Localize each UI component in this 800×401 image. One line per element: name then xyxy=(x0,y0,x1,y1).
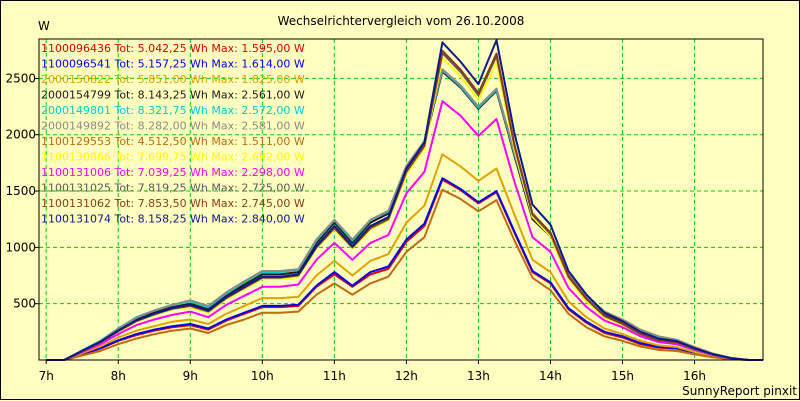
x-axis-ticks: 7h 8h 9h 10h 11h 12h 13h 14h 15h 16h xyxy=(39,360,706,383)
legend-entry-1100131074: 1100131074 Tot: 8.158,25 Wh Max: 2.840,0… xyxy=(41,213,305,226)
legend-entry-2000149892: 2000149892 Tot: 8.282,00 Wh Max: 2.581,0… xyxy=(41,120,305,133)
series-line-1100131074 xyxy=(46,39,763,361)
x-tick-label: 16h xyxy=(683,369,706,383)
x-tick-label: 12h xyxy=(395,369,418,383)
legend-entry-1100131006: 1100131006 Tot: 7.039,25 Wh Max: 2.298,0… xyxy=(41,166,305,179)
plot-area xyxy=(38,38,764,361)
series-lines xyxy=(46,39,763,361)
legend-entry-1100131025: 1100131025 Tot: 7.819,25 Wh Max: 2.725,0… xyxy=(41,182,305,195)
legend-entry-1100130866: 1100130866 Tot: 7.699,75 Wh Max: 2.682,0… xyxy=(41,151,305,164)
y-tick-label: 1000 xyxy=(5,240,36,254)
legend-entry-1100096541: 1100096541 Tot: 5.157,25 Wh Max: 1.614,0… xyxy=(41,58,305,71)
legend-entry-2000149801: 2000149801 Tot: 8.321,75 Wh Max: 2.572,0… xyxy=(41,104,305,117)
legend-entry-1100129553: 1100129553 Tot: 4.512,50 Wh Max: 1.511,0… xyxy=(41,135,305,148)
legend-entry-2000154799: 2000154799 Tot: 8.143,25 Wh Max: 2.561,0… xyxy=(41,89,305,102)
chart-title: Wechselrichtervergleich vom 26.10.2008 xyxy=(278,14,525,28)
series-line-1100129553 xyxy=(46,188,763,361)
series-line-1100131006 xyxy=(46,100,763,361)
legend: 1100096436 Tot: 5.042,25 Wh Max: 1.595,0… xyxy=(41,42,305,226)
x-tick-label: 9h xyxy=(183,369,198,383)
legend-entry-2000150822: 2000150822 Tot: 5.851,00 Wh Max: 1.825,0… xyxy=(41,73,305,86)
series-line-2000149892 xyxy=(46,68,763,361)
x-tick-label: 10h xyxy=(251,369,274,383)
footer-credit: SunnyReport pinxit xyxy=(682,384,797,398)
series-line-1100096541 xyxy=(46,177,763,361)
x-tick-label: 7h xyxy=(39,369,54,383)
y-tick-label: 2500 xyxy=(5,71,36,85)
x-tick-label: 15h xyxy=(611,369,634,383)
y-axis-ticks: 500 1000 1500 2000 2500 xyxy=(5,71,39,311)
legend-entry-1100096436: 1100096436 Tot: 5.042,25 Wh Max: 1.595,0… xyxy=(41,42,305,55)
x-tick-label: 11h xyxy=(323,369,346,383)
x-tick-label: 8h xyxy=(111,369,126,383)
legend-entry-1100131062: 1100131062 Tot: 7.853,50 Wh Max: 2.745,0… xyxy=(41,197,305,210)
y-tick-label: 1500 xyxy=(5,184,36,198)
y-tick-label: 500 xyxy=(13,297,36,311)
series-line-2000150822 xyxy=(46,153,763,361)
y-axis-label: W xyxy=(38,19,50,33)
x-tick-label: 13h xyxy=(467,369,490,383)
y-tick-label: 2000 xyxy=(5,128,36,142)
x-tick-label: 14h xyxy=(539,369,562,383)
